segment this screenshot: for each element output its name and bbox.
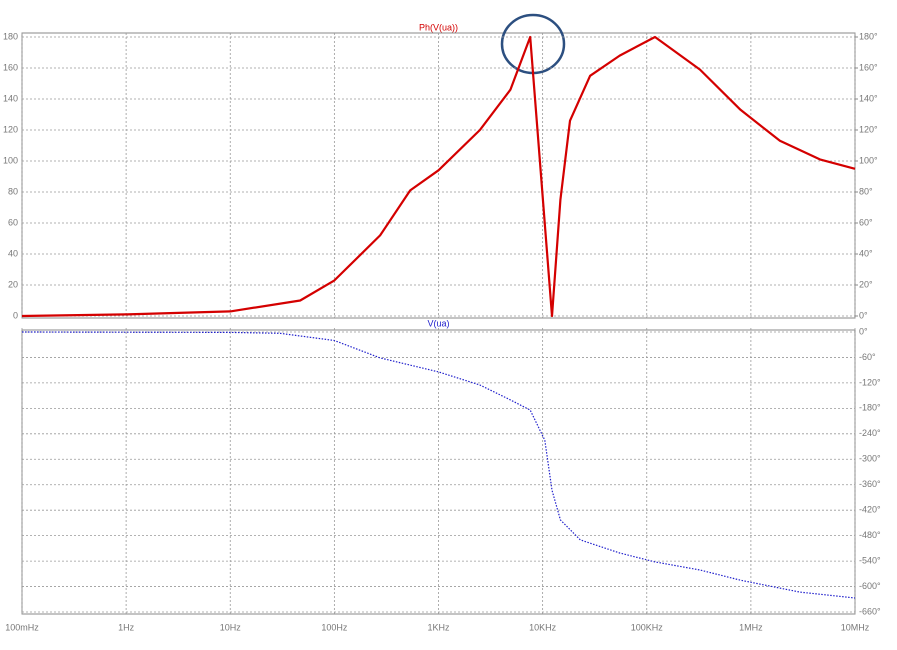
y-tick-label: 60 (8, 217, 18, 227)
y2-tick-label: 100° (859, 155, 878, 165)
y-tick-label: 0 (13, 310, 18, 320)
y-tick-label: 0° (859, 326, 868, 336)
y2-tick-label: 0° (859, 310, 868, 320)
y-tick-label: -120° (859, 377, 881, 387)
x-tick-label: 100mHz (5, 622, 39, 632)
y-tick-label: 80 (8, 186, 18, 196)
y2-tick-label: 180° (859, 31, 878, 41)
y2-tick-label: 120° (859, 124, 878, 134)
x-tick-label: 1Hz (118, 622, 135, 632)
y-tick-label: -60° (859, 352, 876, 362)
y-tick-label: 100 (3, 155, 18, 165)
y-tick-label: 140 (3, 93, 18, 103)
y2-tick-label: 20° (859, 279, 873, 289)
x-tick-label: 10MHz (841, 622, 870, 632)
x-tick-label: 1MHz (739, 622, 763, 632)
y2-tick-label: 60° (859, 217, 873, 227)
x-tick-label: 10Hz (220, 622, 242, 632)
x-tick-label: 1KHz (427, 622, 450, 632)
pane-title: Ph(V(ua)) (419, 22, 458, 32)
y2-tick-label: 160° (859, 62, 878, 72)
y-tick-label: -240° (859, 428, 881, 438)
top-pane-frame (21, 32, 856, 319)
pane-title: V(ua) (427, 318, 449, 328)
y-tick-label: -360° (859, 479, 881, 489)
y-tick-label: 40 (8, 248, 18, 258)
y-tick-label: -480° (859, 530, 881, 540)
y2-tick-label: 140° (859, 93, 878, 103)
y-tick-label: 160 (3, 62, 18, 72)
y-tick-label: -660° (859, 606, 881, 616)
y-tick-label: -300° (859, 454, 881, 464)
y2-tick-label: 40° (859, 248, 873, 258)
y-tick-label: -540° (859, 555, 881, 565)
y-tick-label: -420° (859, 505, 881, 515)
series-line (21, 35, 856, 318)
y-tick-label: 120 (3, 124, 18, 134)
series-line (21, 331, 856, 599)
x-tick-label: 10KHz (529, 622, 557, 632)
x-tick-label: 100KHz (631, 622, 664, 632)
y-tick-label: 180 (3, 31, 18, 41)
y-tick-label: 20 (8, 279, 18, 289)
x-tick-label: 100Hz (321, 622, 348, 632)
y2-tick-label: 80° (859, 186, 873, 196)
y-tick-label: -600° (859, 581, 881, 591)
y-tick-label: -180° (859, 403, 881, 413)
